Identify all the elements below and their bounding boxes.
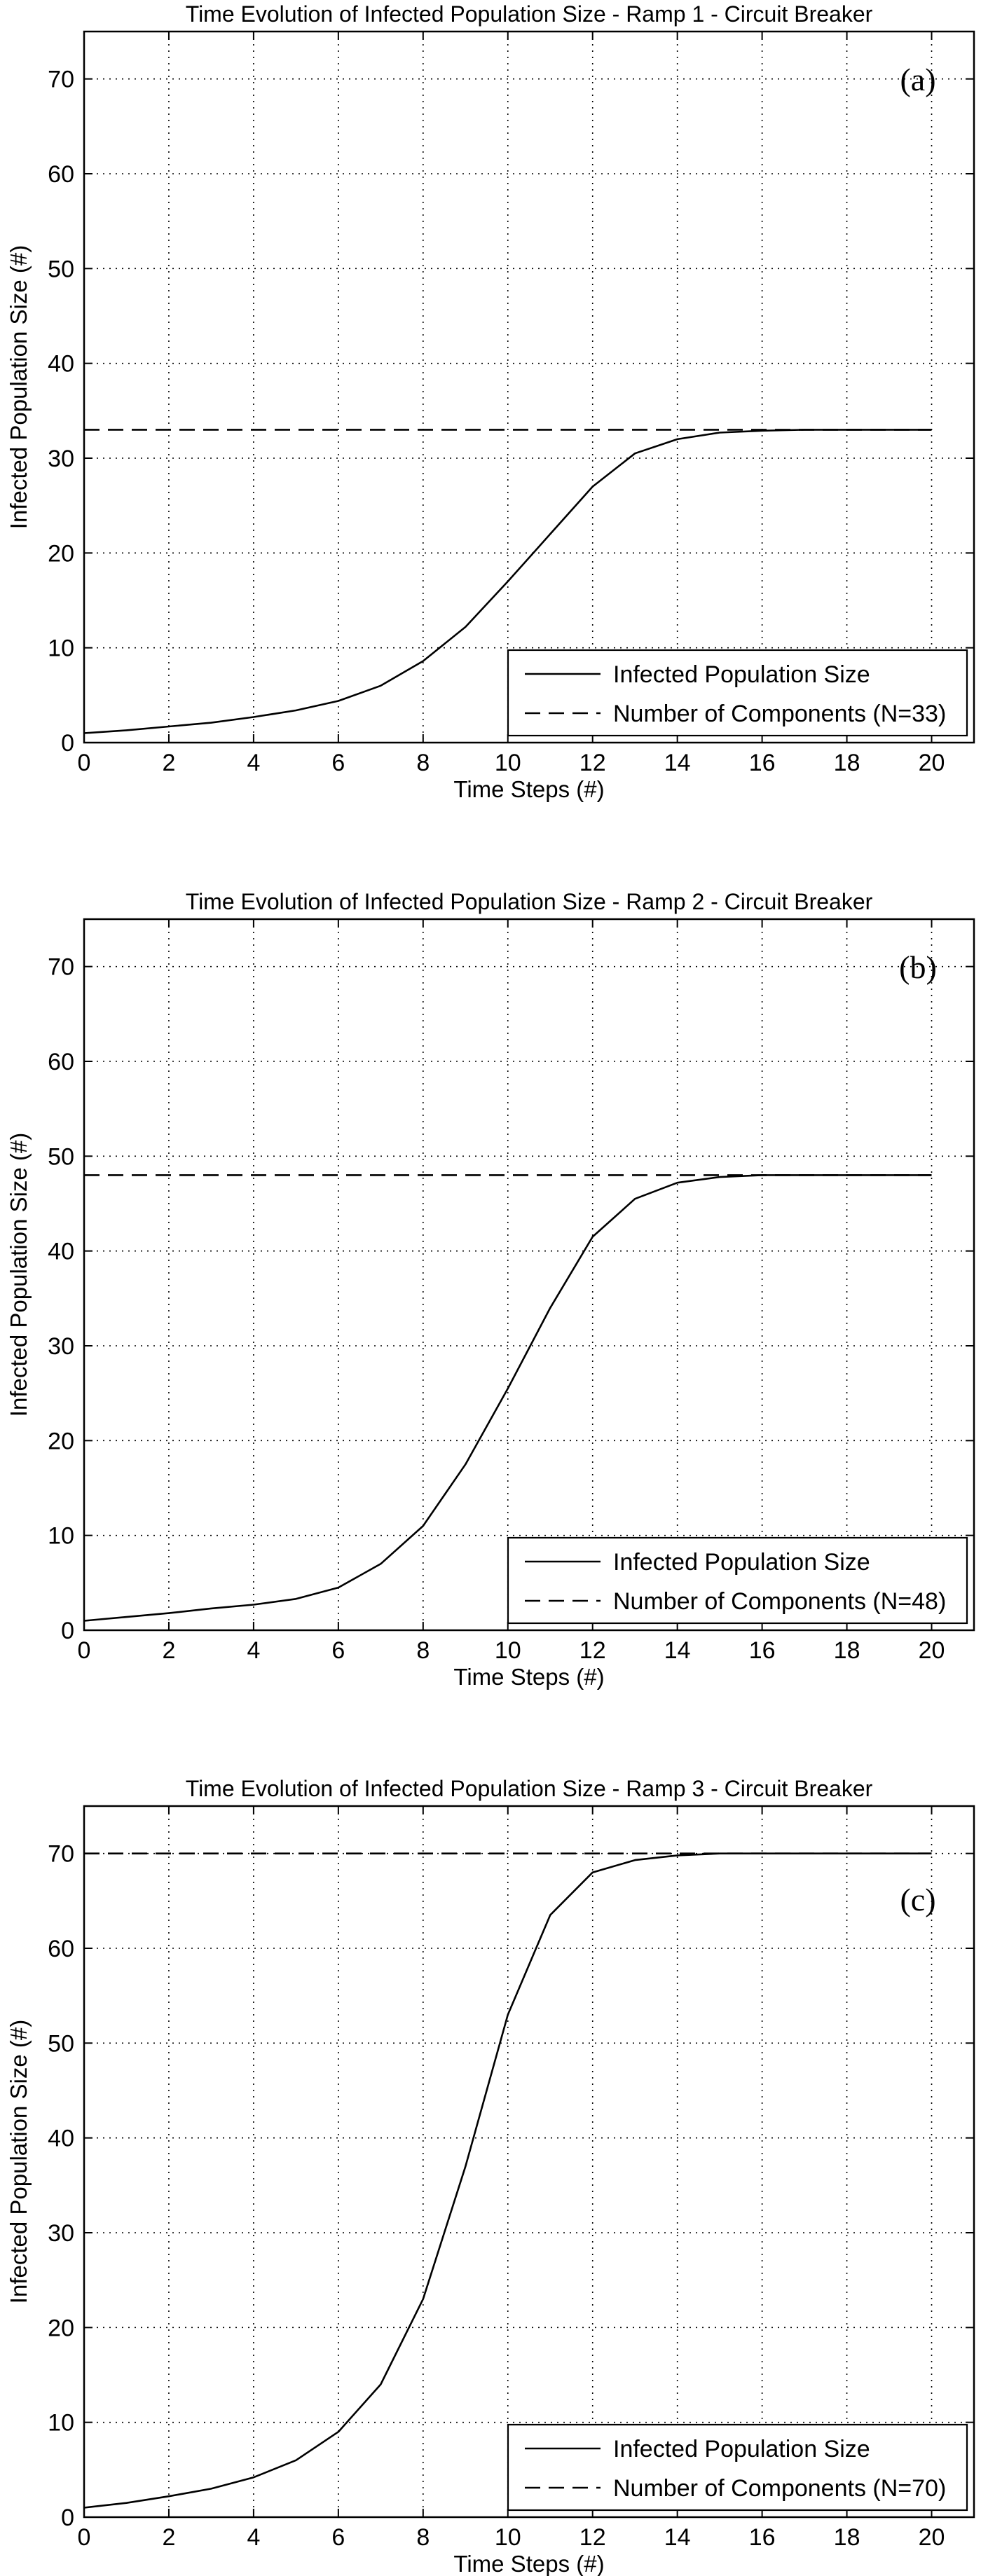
x-tick-label: 18 [834, 1637, 860, 1664]
x-tick-label: 4 [247, 2524, 260, 2551]
y-tick-label: 0 [61, 730, 74, 757]
y-tick-label: 70 [48, 954, 74, 981]
y-tick-label: 20 [48, 1428, 74, 1454]
x-axis-label: Time Steps (#) [453, 2551, 604, 2576]
x-tick-label: 18 [834, 750, 860, 776]
y-tick-label: 30 [48, 446, 74, 472]
y-tick-label: 60 [48, 1936, 74, 1962]
x-tick-label: 16 [749, 2524, 776, 2551]
panel-label: (c) [900, 1882, 935, 1917]
axes-box [83, 30, 975, 744]
x-tick-label: 20 [919, 750, 945, 776]
y-tick-label: 10 [48, 1523, 74, 1550]
legend-entry: Infected Population Size [613, 2436, 870, 2463]
legend-entry: Number of Components (N=33) [613, 701, 946, 727]
y-axis-label: Infected Population Size (#) [6, 1133, 32, 1417]
x-tick-label: 16 [749, 1637, 776, 1664]
chart-panel-1: 0 2 4 6 8 10 12 14 16 18 20 0 10 20 30 40 50 60 70 Time Evo… [6, 1, 975, 802]
legend-entry: Number of Components (N=48) [613, 1588, 946, 1615]
x-tick-label: 12 [579, 2524, 606, 2551]
y-tick-label: 50 [48, 1143, 74, 1170]
legend: Infected Population Size Number of Compon… [507, 649, 968, 737]
x-tick-label: 6 [331, 2524, 345, 2551]
y-axis-label: Infected Population Size (#) [6, 2020, 32, 2303]
legend-entry: Infected Population Size [613, 661, 870, 688]
x-tick-label: 12 [579, 750, 606, 776]
x-tick-label: 16 [749, 750, 776, 776]
x-axis-label: Time Steps (#) [453, 776, 604, 802]
x-tick-label: 2 [162, 2524, 175, 2551]
legend-entry: Number of Components (N=70) [613, 2475, 946, 2502]
plot-area [84, 1806, 974, 2517]
chart-title: Time Evolution of Infected Population Si… [186, 1776, 873, 1801]
x-tick-label: 0 [78, 750, 91, 776]
x-tick-label: 14 [664, 2524, 691, 2551]
x-tick-label: 8 [416, 2524, 430, 2551]
x-tick-label: 8 [416, 1637, 430, 1664]
y-tick-label: 50 [48, 2030, 74, 2057]
y-tick-label: 60 [48, 161, 74, 188]
y-tick-label: 20 [48, 540, 74, 567]
y-tick-label: 40 [48, 1239, 74, 1265]
x-tick-label: 12 [579, 1637, 606, 1664]
x-tick-label: 2 [162, 750, 175, 776]
chart-panel-3: 0 2 4 6 8 10 12 14 16 18 20 0 10 20 30 40 50 60 70 Time Evo… [6, 1776, 975, 2576]
x-tick-label: 14 [664, 1637, 691, 1664]
axes-box [83, 1805, 975, 2519]
x-tick-label: 2 [162, 1637, 175, 1664]
legend-box [507, 649, 968, 737]
x-tick-label: 20 [919, 2524, 945, 2551]
y-tick-label: 10 [48, 2410, 74, 2437]
y-axis-label: Infected Population Size (#) [6, 245, 32, 529]
y-tick-label: 0 [61, 1618, 74, 1644]
x-tick-label: 14 [664, 750, 691, 776]
x-tick-label: 6 [331, 750, 345, 776]
x-tick-label: 18 [834, 2524, 860, 2551]
y-tick-label: 30 [48, 1333, 74, 1360]
y-tick-label: 40 [48, 2126, 74, 2152]
chart-title: Time Evolution of Infected Population Si… [186, 1, 873, 27]
legend-box [507, 1536, 968, 1625]
plot-area [84, 32, 974, 743]
y-tick-label: 70 [48, 67, 74, 93]
y-tick-label: 10 [48, 635, 74, 662]
x-tick-label: 6 [331, 1637, 345, 1664]
x-axis-label: Time Steps (#) [453, 1664, 604, 1690]
plot-area [84, 919, 974, 1630]
x-tick-label: 0 [78, 2524, 91, 2551]
x-tick-label: 8 [416, 750, 430, 776]
x-tick-label: 20 [919, 1637, 945, 1664]
chart-panel-2: 0 2 4 6 8 10 12 14 16 18 20 0 10 20 30 40 50 60 70 Time Evo… [6, 889, 975, 1690]
x-tick-label: 10 [495, 2524, 521, 2551]
panel-label: (b) [899, 949, 937, 985]
x-tick-label: 10 [495, 1637, 521, 1664]
y-tick-label: 70 [48, 1841, 74, 1868]
y-tick-label: 60 [48, 1049, 74, 1075]
y-tick-label: 50 [48, 256, 74, 282]
y-tick-label: 20 [48, 2315, 74, 2341]
axes-box [83, 918, 975, 1632]
legend-entry: Infected Population Size [613, 1549, 870, 1576]
x-tick-label: 10 [495, 750, 521, 776]
y-tick-label: 30 [48, 2220, 74, 2247]
x-tick-label: 0 [78, 1637, 91, 1664]
legend: Infected Population Size Number of Compon… [507, 1536, 968, 1625]
legend-box [507, 2423, 968, 2512]
x-tick-label: 4 [247, 1637, 260, 1664]
x-tick-label: 4 [247, 750, 260, 776]
legend: Infected Population Size Number of Compon… [507, 2423, 968, 2512]
y-tick-label: 0 [61, 2505, 74, 2531]
panel-label: (a) [900, 62, 935, 97]
y-tick-label: 40 [48, 351, 74, 378]
chart-title: Time Evolution of Infected Population Si… [186, 889, 873, 914]
